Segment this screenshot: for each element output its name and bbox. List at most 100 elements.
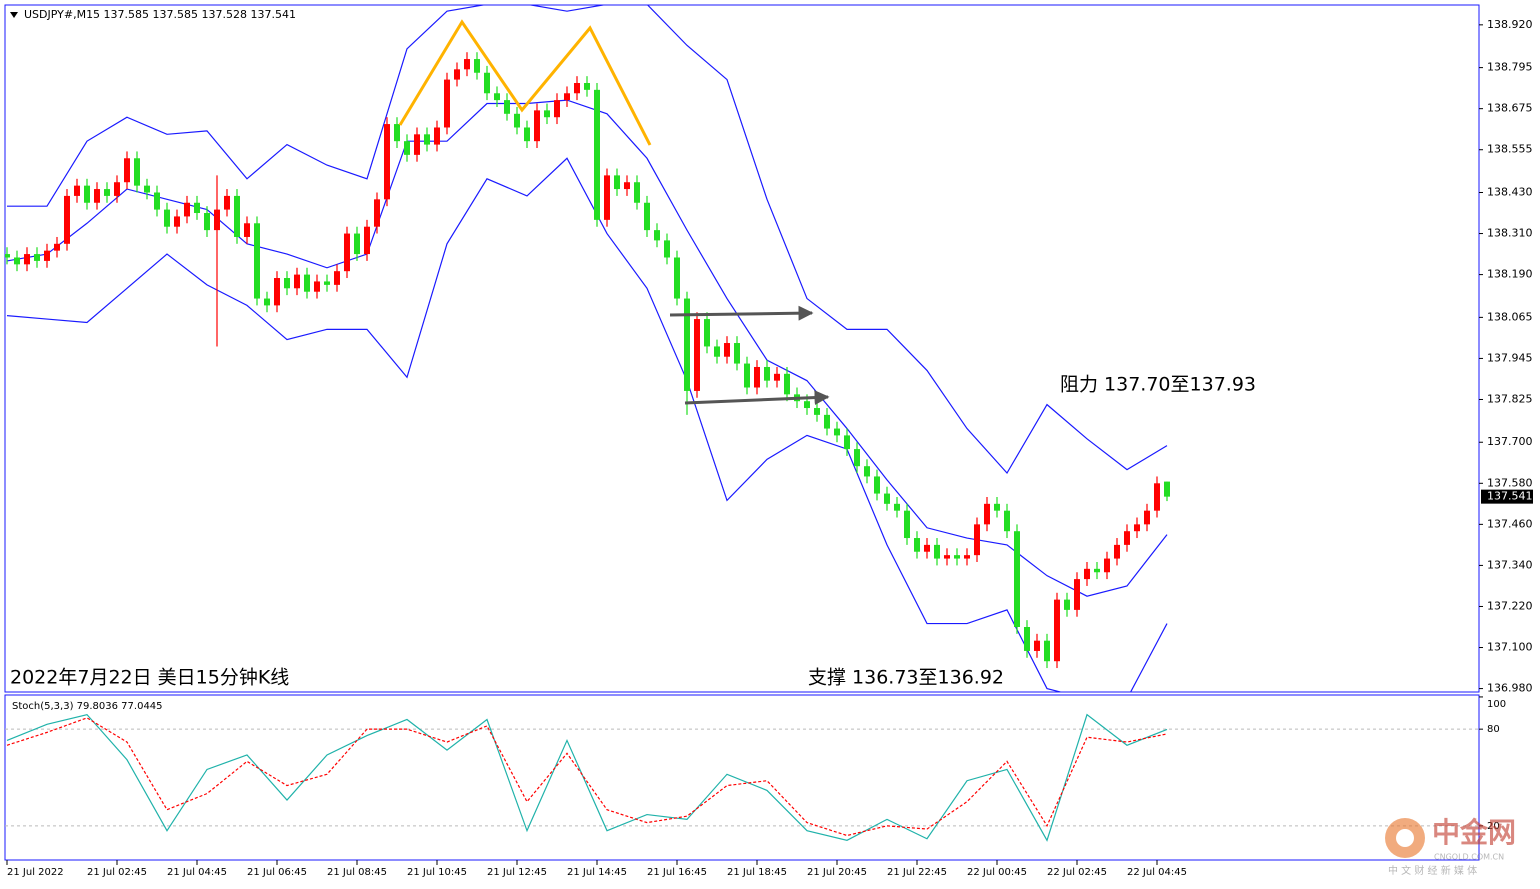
candle-body [734, 343, 740, 364]
x-tick-label: 21 Jul 06:45 [247, 867, 307, 878]
axes: 138.920 138.795 138.675 138.555 138.430 138.3… [6, 18, 1533, 878]
stoch-frame [4, 694, 1480, 861]
arrow [669, 305, 814, 321]
candle-body [504, 100, 510, 114]
candle-body [474, 59, 480, 73]
candle-body [834, 428, 840, 436]
x-tick-label: 21 Jul 14:45 [567, 867, 627, 878]
zigzag [398, 19, 652, 146]
main-frame [4, 4, 1480, 693]
candle-body [994, 503, 1000, 511]
watermark-domain: CNGOLD.COM.CN [1434, 853, 1504, 862]
last-price-label: 137.541 [1487, 490, 1533, 503]
candle-body [54, 243, 60, 251]
menu-triangle [10, 12, 18, 18]
candle-body [534, 110, 540, 142]
stoch-header: Stoch(5,3,3) 79.8036 77.0445 [12, 701, 163, 712]
candle-body [874, 476, 880, 494]
candle-body [1114, 544, 1120, 559]
candle-body [714, 346, 720, 357]
band-upper [7, 5, 1168, 475]
last-price-box [1481, 489, 1533, 504]
candle-body [84, 185, 90, 203]
candle-body [424, 134, 430, 145]
candle-body [154, 192, 160, 210]
y-tick-label: 138.310 [1487, 227, 1533, 240]
candle-body [894, 503, 900, 511]
candle-body [984, 503, 990, 525]
stoch-plot [5, 713, 1479, 842]
x-tick-label: 21 Jul 10:45 [407, 867, 467, 878]
y-tick-label: 138.555 [1487, 143, 1533, 156]
candle-body [564, 93, 570, 101]
candle-body [1134, 524, 1140, 532]
y-tick-label: 137.700 [1487, 435, 1533, 448]
x-tick-label: 21 Jul 12:45 [487, 867, 547, 878]
candle-body [774, 373, 780, 381]
candle-body [604, 175, 610, 220]
main-plot [5, 5, 1170, 692]
candle-body [754, 366, 760, 388]
y-tick-label: 137.460 [1487, 517, 1533, 530]
candle-body [254, 223, 260, 299]
y-tick-label: 80 [1487, 724, 1500, 735]
candle-body [704, 319, 710, 347]
candle-body [1024, 626, 1030, 651]
x-tick-label: 22 Jul 00:45 [967, 867, 1027, 878]
x-tick-label: 21 Jul 18:45 [727, 867, 787, 878]
candle-body [624, 182, 630, 190]
candle-body [1064, 599, 1070, 610]
candle-body [784, 373, 790, 395]
logo [1396, 829, 1414, 847]
candle-body [124, 158, 130, 183]
y-tick-label: 20 [1487, 821, 1500, 832]
candle-body [864, 466, 870, 477]
candle-body [434, 127, 440, 145]
candle-body [684, 298, 690, 391]
candle-body [934, 544, 940, 559]
candle-body [354, 233, 360, 255]
candle-body [854, 449, 860, 467]
candle-body [494, 93, 500, 101]
candle-body [954, 555, 960, 559]
candle-body [1094, 568, 1100, 573]
candle-body [904, 510, 910, 539]
candle-body [24, 254, 30, 265]
candle-body [294, 274, 300, 289]
candle-body [1004, 510, 1010, 532]
candle-body [1144, 510, 1150, 525]
candle-body [44, 250, 50, 261]
x-tick-label: 21 Jul 22:45 [887, 867, 947, 878]
candle-body [344, 233, 350, 272]
x-tick-label: 22 Jul 02:45 [1047, 867, 1107, 878]
candle-body [64, 195, 70, 244]
candle-body [1074, 579, 1080, 610]
candle-body [14, 257, 20, 265]
band-middle [6, 99, 1168, 597]
y-tick-label: 138.190 [1487, 268, 1533, 281]
candle-body [674, 257, 680, 299]
candle-body [1014, 531, 1020, 627]
candle-body [964, 555, 970, 559]
candle-body [314, 281, 320, 292]
candle-body [1034, 640, 1040, 651]
stoch-line [6, 713, 1168, 842]
candle-body [334, 271, 340, 285]
candle-body [1164, 481, 1170, 497]
candle-body [364, 226, 370, 255]
y-tick-label: 137.825 [1487, 392, 1533, 405]
candle-body [444, 79, 450, 128]
candle-body [614, 175, 620, 190]
candle-body [824, 414, 830, 429]
y-tick-label: 138.675 [1487, 102, 1533, 115]
candle-body [884, 493, 890, 504]
candle-body [924, 544, 930, 552]
candle-body [664, 240, 670, 258]
candle-body [404, 141, 410, 155]
candle-body [194, 202, 200, 214]
candle-body [744, 363, 750, 388]
chart-header: USDJPY#,M15 137.585 137.585 137.528 137.… [24, 8, 296, 21]
watermark-name: 中金网 [1432, 816, 1516, 849]
candle-body [284, 278, 290, 289]
